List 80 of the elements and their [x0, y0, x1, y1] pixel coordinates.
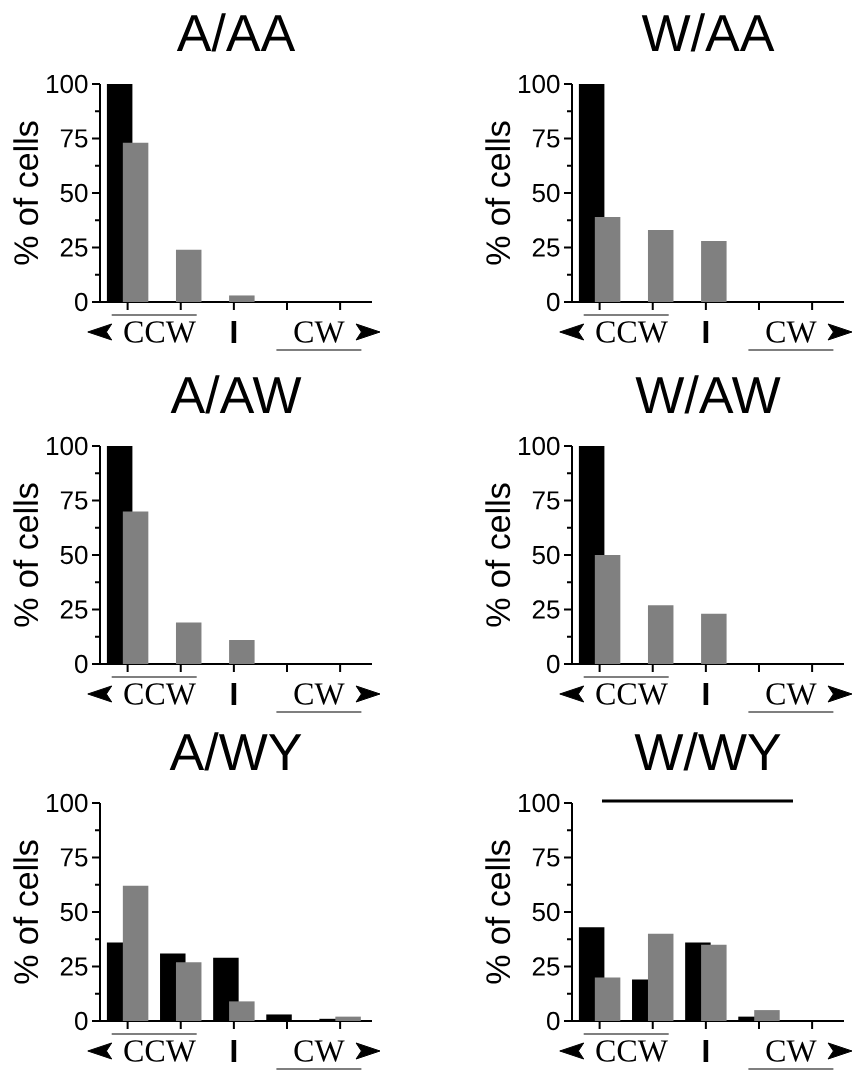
y-axis-title: % of cells [485, 483, 511, 627]
y-axis-title: % of cells [13, 121, 39, 265]
bar [594, 555, 621, 664]
text: CCW [124, 321, 196, 343]
text: I [231, 683, 237, 705]
text: CCW [124, 683, 196, 705]
y-tick-label: 0 [75, 1011, 88, 1031]
y-tick-label: 100 [47, 74, 88, 94]
chart-title: W/WY [634, 732, 781, 771]
text: CW [294, 321, 345, 343]
y-tick-label: 100 [519, 793, 560, 813]
chart-title: A/AA [176, 13, 296, 52]
bar [122, 885, 149, 1021]
y-tick-label: 50 [60, 545, 88, 565]
y-tick-label: 100 [519, 436, 560, 456]
text: CCW [596, 321, 668, 343]
chart-title: W/AW [635, 375, 781, 414]
bar [647, 933, 674, 1021]
text: CCW [596, 683, 668, 705]
bar [229, 1001, 255, 1021]
bar [701, 944, 727, 1021]
y-tick-label: 100 [47, 436, 88, 456]
y-tick-label: 50 [532, 183, 560, 203]
y-tick-label: 25 [532, 238, 560, 257]
bar [701, 240, 727, 302]
y-tick-label: 25 [532, 600, 560, 619]
chart-title: W/AA [641, 13, 775, 52]
bar [594, 977, 621, 1021]
bar [175, 622, 202, 664]
chart-title: A/AW [170, 375, 302, 414]
text: CW [294, 683, 345, 705]
text: CW [766, 1040, 817, 1062]
y-tick-label: 0 [75, 654, 88, 674]
bar [647, 230, 674, 302]
y-tick-label: 0 [547, 654, 560, 674]
text: CW [766, 321, 817, 343]
text: I [231, 1040, 237, 1062]
y-tick-label: 100 [47, 793, 88, 813]
y-axis-title: % of cells [485, 840, 511, 984]
y-tick-label: 0 [547, 1011, 560, 1031]
bar [122, 142, 149, 302]
bar [229, 295, 255, 302]
text: I [703, 1040, 709, 1062]
bar [647, 605, 674, 664]
bar [122, 511, 149, 664]
chart-title: A/WY [169, 732, 302, 771]
bar [229, 640, 255, 664]
text: CCW [596, 1040, 668, 1062]
bar [754, 1010, 780, 1021]
y-axis-title: % of cells [13, 840, 39, 984]
y-tick-label: 75 [60, 491, 88, 510]
bar [335, 1016, 361, 1021]
y-tick-label: 0 [547, 292, 560, 312]
text: CCW [124, 1040, 196, 1062]
y-tick-label: 75 [532, 129, 560, 148]
bar [175, 249, 202, 302]
y-tick-label: 25 [60, 238, 88, 257]
bar [175, 962, 202, 1021]
y-tick-label: 50 [60, 183, 88, 203]
y-tick-label: 50 [60, 902, 88, 922]
text: CW [766, 683, 817, 705]
y-tick-label: 0 [75, 292, 88, 312]
text: I [703, 321, 709, 343]
y-tick-label: 75 [532, 848, 560, 867]
y-tick-label: 50 [532, 902, 560, 922]
bar [594, 216, 621, 302]
y-tick-label: 25 [532, 957, 560, 976]
y-axis-title: % of cells [485, 121, 511, 265]
y-tick-label: 75 [60, 848, 88, 867]
text: I [231, 321, 237, 343]
bar [701, 613, 727, 664]
y-tick-label: 25 [60, 600, 88, 619]
y-tick-label: 25 [60, 957, 88, 976]
y-tick-label: 50 [532, 545, 560, 565]
text: CW [294, 1040, 345, 1062]
y-axis-title: % of cells [13, 483, 39, 627]
y-tick-label: 75 [532, 491, 560, 510]
y-tick-label: 75 [60, 129, 88, 148]
text: I [703, 683, 709, 705]
y-tick-label: 100 [519, 74, 560, 94]
